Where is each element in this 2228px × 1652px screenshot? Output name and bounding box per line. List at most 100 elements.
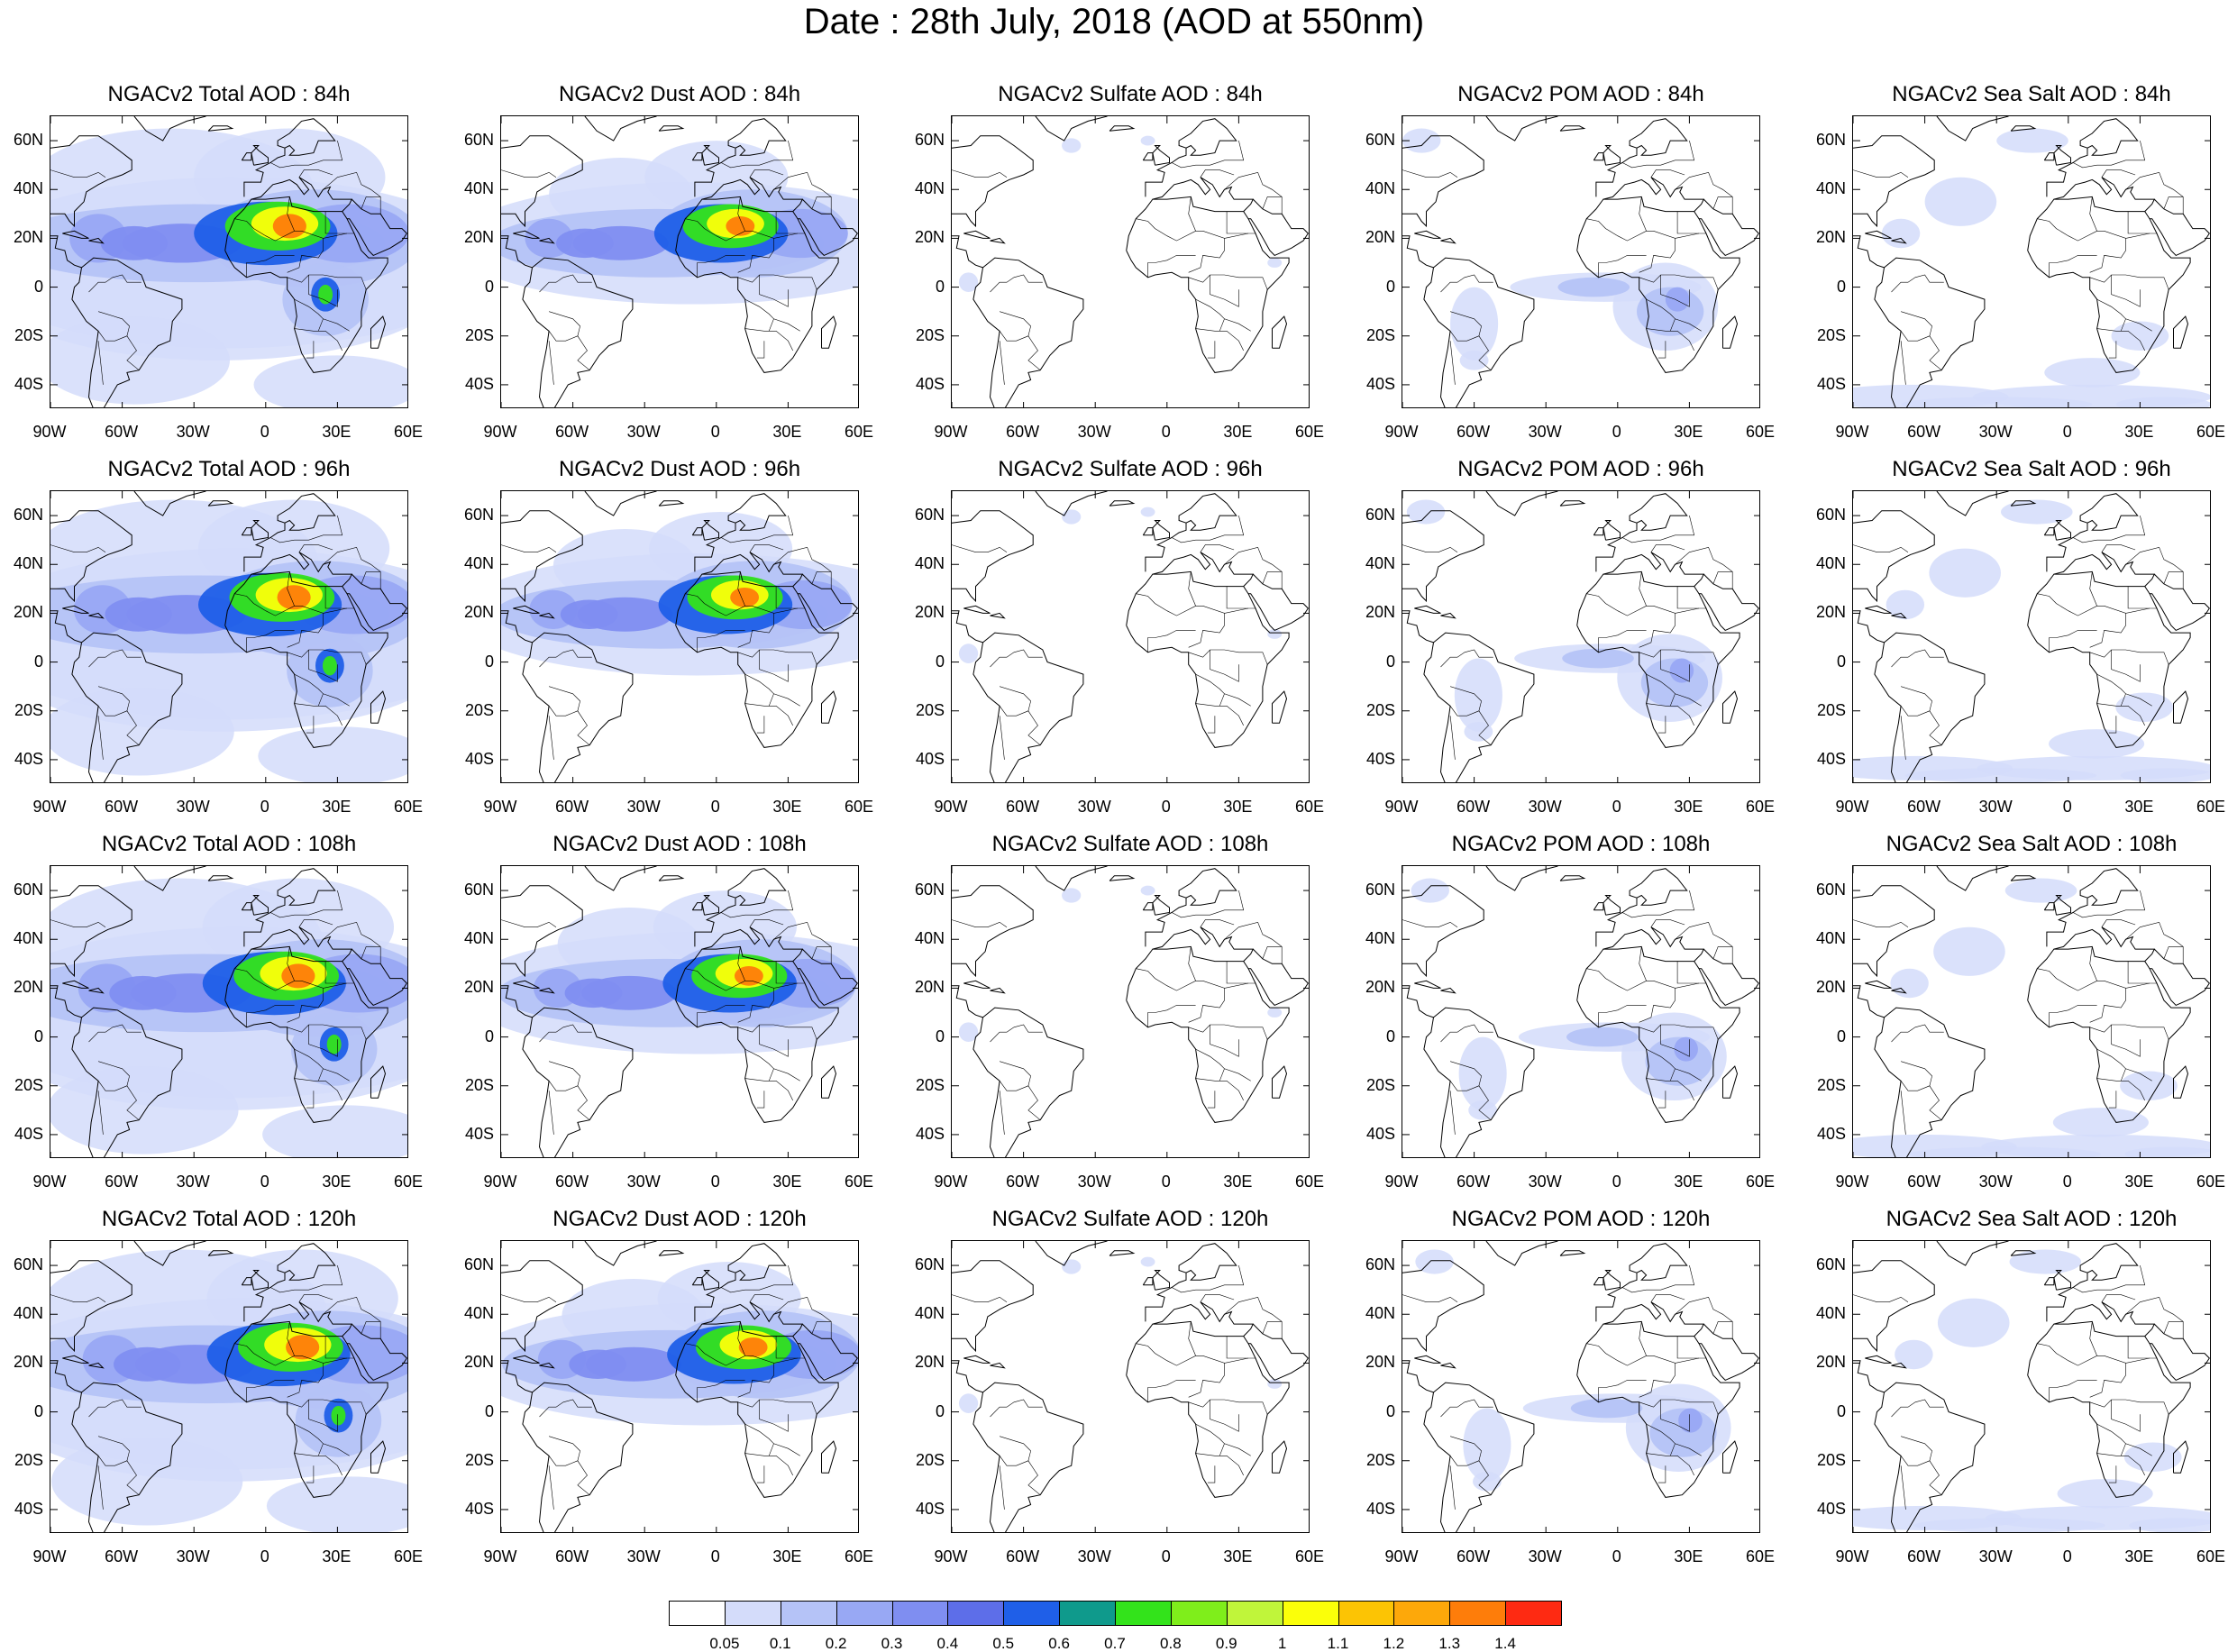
country-border <box>2049 1380 2097 1402</box>
y-tick-label: 0 <box>935 652 945 671</box>
country-border <box>306 1091 315 1109</box>
map-canvas <box>1402 491 1759 782</box>
map-canvas <box>501 866 858 1157</box>
coastline <box>1402 985 1434 1018</box>
coastline <box>2053 552 2156 587</box>
x-tick-label: 30W <box>1978 423 2013 441</box>
country-border <box>1853 544 1909 552</box>
y-tick-label: 40N <box>1815 1304 1846 1323</box>
y-tick-label: 40S <box>464 749 494 768</box>
country-border <box>759 1400 789 1432</box>
x-tick-label: 90W <box>934 1173 968 1191</box>
country-border <box>1171 141 1245 169</box>
country-border <box>1450 311 1482 336</box>
coastline <box>62 605 89 614</box>
coastline <box>2027 570 2191 748</box>
x-tick-label: 0 <box>2062 423 2072 441</box>
map-panel-total-120h: NGACv2 Total AOD : 120h 60N 40N 20N 0 20S 40S 9… <box>0 1125 451 1565</box>
coastline <box>990 1362 1006 1369</box>
coastline <box>50 985 82 1018</box>
country-border <box>361 196 381 210</box>
coastline <box>1853 1260 1935 1353</box>
country-border <box>1900 1465 1906 1510</box>
y-tick-label: 20S <box>14 1450 43 1469</box>
map-frame <box>1852 1240 2211 1533</box>
coastline <box>501 135 583 228</box>
coastline <box>1414 230 1441 239</box>
coastline <box>1142 152 1154 161</box>
country-border <box>990 274 1043 293</box>
coastline <box>2053 177 2156 212</box>
x-tick-label: 0 <box>710 798 720 816</box>
country-border <box>287 571 295 607</box>
country-border <box>1598 255 1647 278</box>
country-border <box>539 1024 592 1043</box>
colorbar-label: 0.2 <box>825 1635 847 1652</box>
coastline <box>658 500 685 507</box>
country-border <box>768 318 774 332</box>
country-border <box>1262 946 1283 960</box>
coastline <box>1853 235 1885 269</box>
x-tick-label: 60W <box>1456 798 1491 816</box>
country-border <box>2049 255 2097 278</box>
y-tick-label: 0 <box>1385 652 1395 671</box>
y-tick-label: 40S <box>1816 1499 1846 1518</box>
panel-title: NGACv2 POM AOD : 108h <box>1451 832 1711 856</box>
country-border <box>1586 218 1676 273</box>
country-border <box>2127 211 2157 234</box>
aod-plume <box>1468 1100 1498 1120</box>
coastline <box>251 926 353 962</box>
coastline <box>1699 1323 1759 1381</box>
map-panel-pom-108h: NGACv2 POM AOD : 108h 60N 40N 20N 0 20S 40S 90W… <box>1352 750 1803 1191</box>
x-tick-label: 90W <box>1835 798 1869 816</box>
country-border <box>1712 196 1733 210</box>
country-border <box>246 1005 295 1027</box>
country-border <box>768 693 774 707</box>
country-border <box>2037 593 2126 648</box>
aod-plume <box>1140 507 1155 517</box>
map-canvas <box>952 116 1309 407</box>
coastline <box>1891 612 1907 619</box>
coastline <box>2010 875 2037 881</box>
country-border <box>2096 328 2145 351</box>
coastline <box>501 510 583 603</box>
coastline <box>241 527 252 536</box>
coastline <box>2173 1440 2189 1474</box>
map-frame <box>50 1240 408 1533</box>
x-tick-label: 60W <box>1006 1547 1040 1565</box>
country-border <box>361 1321 381 1335</box>
coastline <box>798 1323 858 1381</box>
x-tick-label: 60W <box>1907 798 1941 816</box>
country-border <box>2125 982 2150 989</box>
country-border <box>775 211 805 234</box>
x-tick-label: 0 <box>710 1547 720 1565</box>
y-tick-label: 60N <box>13 131 43 150</box>
coastline <box>71 1007 183 1157</box>
x-tick-label: 30W <box>1077 423 1111 441</box>
coastline <box>1936 1241 2009 1266</box>
coastline <box>207 1250 234 1256</box>
country-border <box>287 274 367 290</box>
country-border <box>1675 546 1733 589</box>
country-border <box>999 716 1005 760</box>
panel-title: NGACv2 Total AOD : 96h <box>107 457 351 481</box>
country-border <box>737 1024 817 1040</box>
coastline <box>370 1065 387 1099</box>
country-border <box>2125 607 2150 614</box>
coastline <box>513 230 540 239</box>
country-border <box>1712 1321 1733 1335</box>
coastline <box>963 1355 991 1364</box>
aod-plume <box>1996 128 2068 153</box>
coastline <box>88 987 105 994</box>
coastline <box>1559 1250 1586 1256</box>
map-frame <box>1402 490 1760 783</box>
country-border <box>744 1453 793 1476</box>
aod-plume <box>1557 277 1630 297</box>
x-tick-label: 60E <box>1294 1547 1325 1565</box>
y-tick-label: 60N <box>1365 131 1395 150</box>
coastline <box>1891 1362 1907 1369</box>
colorbar-swatch <box>1449 1601 1507 1626</box>
x-tick-label: 90W <box>1384 1173 1419 1191</box>
country-border <box>2089 1399 2169 1415</box>
y-tick-label: 0 <box>935 1401 945 1420</box>
